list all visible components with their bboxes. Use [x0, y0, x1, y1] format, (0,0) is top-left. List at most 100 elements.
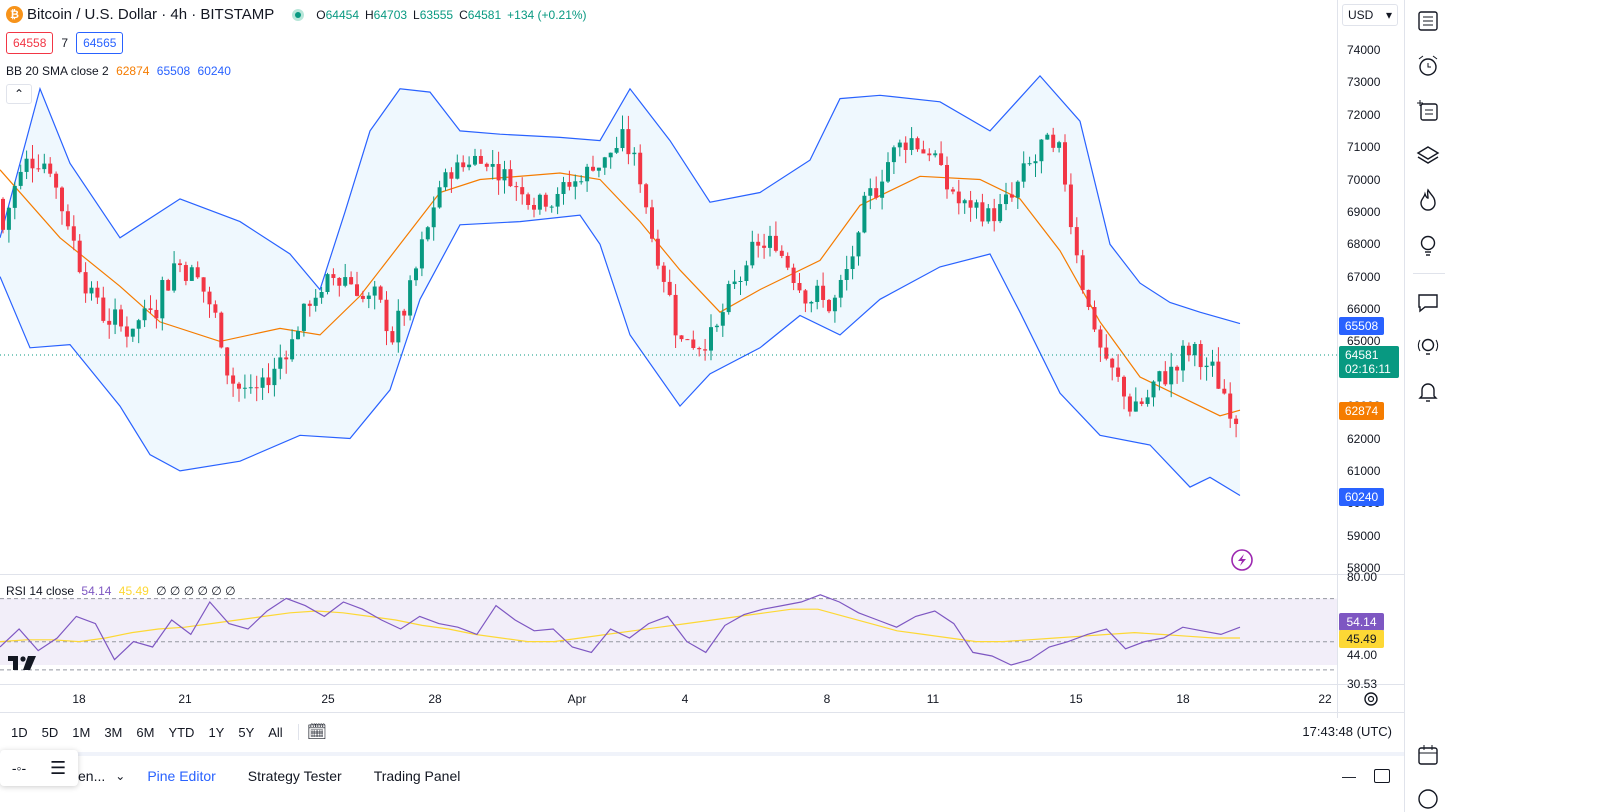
- tab-trading-panel[interactable]: Trading Panel: [373, 768, 461, 784]
- candle: [585, 163, 590, 192]
- flame-hotlist-icon[interactable]: [1415, 187, 1441, 213]
- bb-basis-tag: 62874: [1339, 402, 1384, 420]
- candle: [762, 233, 767, 259]
- ideas-lightbulb-icon[interactable]: [1415, 232, 1441, 258]
- rsi-axis-label: 30.53: [1347, 676, 1378, 691]
- help-icon[interactable]: [1415, 784, 1441, 810]
- candle: [1057, 140, 1062, 153]
- candle: [113, 298, 118, 335]
- candle: [490, 149, 495, 180]
- candle: [414, 266, 418, 286]
- ohlc-open: O64454: [316, 7, 359, 22]
- candle: [349, 271, 354, 285]
- candle: [1098, 325, 1103, 362]
- candle: [832, 294, 837, 323]
- candle: [532, 197, 536, 218]
- rsi-indicator-legend[interactable]: RSI 14 close 54.14 45.49 ∅ ∅ ∅ ∅ ∅ ∅: [6, 584, 240, 598]
- range-buttons: 1D 5D 1M 3M 6M YTD 1Y 5Y All: [0, 725, 290, 740]
- currency-select[interactable]: USD ▾: [1342, 4, 1398, 26]
- range-button-3m[interactable]: 3M: [104, 724, 123, 740]
- bb-indicator-legend[interactable]: BB 20 SMA close 2 62874 65508 60240: [6, 64, 235, 78]
- range-button-1y[interactable]: 1Y: [208, 724, 225, 740]
- streams-broadcast-icon[interactable]: [1415, 334, 1441, 360]
- notifications-bell-icon[interactable]: [1415, 378, 1441, 404]
- calendar-icon[interactable]: [1415, 742, 1441, 768]
- candle: [136, 318, 141, 344]
- candle: [30, 145, 35, 183]
- range-button-1m[interactable]: 1M: [72, 724, 91, 740]
- divider: [1413, 273, 1445, 274]
- candle: [797, 272, 802, 293]
- symbol-legend[interactable]: ₿ Bitcoin / U.S. Dollar · 4h · BITSTAMP …: [6, 6, 593, 23]
- candle: [1068, 173, 1073, 235]
- floating-toolbar: -◦- ☰: [0, 750, 78, 786]
- range-button-6m[interactable]: 6M: [136, 724, 155, 740]
- candle: [1222, 379, 1227, 395]
- candle: [650, 199, 654, 243]
- rsi-pane: [0, 594, 1337, 671]
- candle: [1063, 134, 1067, 192]
- buy-price-button[interactable]: 64565: [76, 32, 124, 54]
- minimize-panel-icon[interactable]: —: [1342, 768, 1356, 784]
- candle: [909, 127, 914, 156]
- watchlist-icon[interactable]: [1415, 8, 1441, 34]
- bb-basis-line: [0, 169, 1241, 417]
- range-button-1d[interactable]: 1D: [11, 724, 28, 740]
- alarm-clock-icon[interactable]: [1415, 53, 1441, 79]
- chat-bubble-icon[interactable]: [1415, 290, 1441, 316]
- range-button-5y[interactable]: 5Y: [238, 724, 255, 740]
- candle: [655, 229, 660, 270]
- tab-screener[interactable]: en...: [78, 768, 106, 784]
- bar-countdown: 02:16:11: [1345, 362, 1391, 376]
- candle: [219, 311, 224, 349]
- candle: [726, 280, 731, 315]
- bb-lower-tag: 60240: [1339, 488, 1384, 506]
- bb-upper-line: [0, 75, 1241, 325]
- market-open-status-icon: [292, 8, 305, 21]
- axis-settings-gear-icon[interactable]: [1364, 692, 1378, 706]
- chevron-down-icon[interactable]: ⌄: [115, 769, 126, 783]
- symbol-title[interactable]: Bitcoin / U.S. Dollar · 4h · BITSTAMP: [27, 6, 275, 23]
- price-axis-label: 73000: [1347, 75, 1381, 90]
- rsi-ma-value: 45.49: [118, 584, 149, 598]
- layers-icon[interactable]: [1415, 142, 1441, 168]
- candle: [779, 245, 784, 259]
- candle: [284, 350, 289, 374]
- candle: [537, 193, 542, 215]
- tab-strategy-tester[interactable]: Strategy Tester: [247, 768, 342, 784]
- candle: [638, 144, 643, 193]
- add-list-icon[interactable]: [1415, 98, 1441, 124]
- candle: [1074, 217, 1079, 264]
- tab-pine-editor[interactable]: Pine Editor: [147, 768, 216, 784]
- candle: [42, 153, 47, 174]
- collapse-legend-chevron-up-icon[interactable]: ⌃: [6, 84, 32, 104]
- chart-area[interactable]: ₿ Bitcoin / U.S. Dollar · 4h · BITSTAMP …: [0, 0, 1404, 812]
- range-button-all[interactable]: All: [268, 724, 283, 740]
- price-axis-label: 65000: [1347, 334, 1381, 349]
- sell-price-button[interactable]: 64558: [6, 32, 54, 54]
- candle: [278, 344, 283, 380]
- rsi-axis-label: 44.00: [1347, 647, 1378, 662]
- candle: [744, 260, 749, 286]
- lightning-icon[interactable]: [1231, 549, 1253, 571]
- line-tool-icon[interactable]: -◦-: [11, 760, 27, 776]
- candle: [360, 290, 365, 303]
- candlestick-series: [1, 115, 1239, 438]
- candle: [1192, 341, 1197, 367]
- candle: [886, 152, 890, 183]
- chart-canvas[interactable]: [0, 0, 1404, 812]
- candle: [148, 295, 153, 314]
- hamburger-menu-icon[interactable]: ☰: [49, 757, 67, 778]
- range-button-5d[interactable]: 5D: [41, 724, 59, 740]
- candle: [1092, 300, 1097, 333]
- candle: [24, 150, 29, 180]
- candle: [431, 196, 436, 241]
- range-button-ytd[interactable]: YTD: [168, 724, 195, 740]
- goto-date-calendar-icon[interactable]: 🗓: [306, 724, 328, 741]
- current-price-value: 64581: [1345, 348, 1379, 362]
- candle: [207, 286, 212, 318]
- utc-clock[interactable]: 17:43:48 (UTC): [1302, 724, 1392, 739]
- candle: [709, 314, 713, 361]
- maximize-panel-icon[interactable]: [1374, 769, 1390, 783]
